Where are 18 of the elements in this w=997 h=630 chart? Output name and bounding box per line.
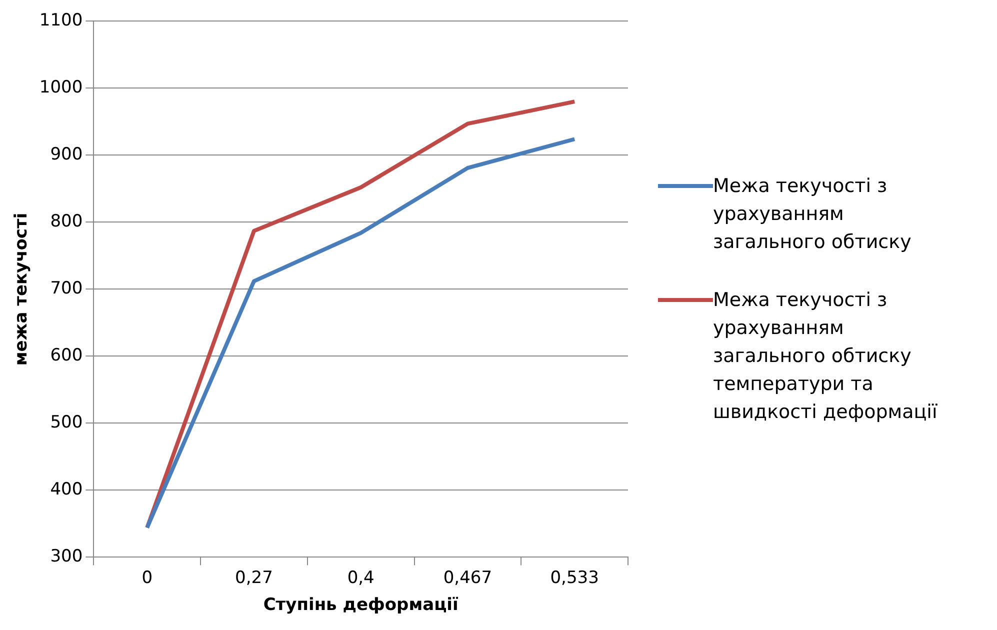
- y-tick-label: 700: [50, 278, 83, 299]
- y-tick-label: 500: [50, 412, 83, 433]
- y-tick-label: 1000: [39, 78, 83, 98]
- y-tick-label: 400: [50, 480, 83, 500]
- x-tick-label: 0: [142, 568, 153, 588]
- legend-label: Межа текучості з урахуванням загального обтиску: [713, 174, 912, 255]
- legend-label: Межа текучості з урахуванням загального обтиску температури та швидкості деформації: [713, 288, 938, 425]
- x-tick-label: 0,467: [443, 568, 492, 588]
- y-tick-label: 600: [50, 346, 83, 366]
- x-tick-label: 0,533: [550, 568, 599, 588]
- y-tick-label: 300: [50, 546, 83, 567]
- y-axis-title: межа текучості: [12, 212, 32, 366]
- y-tick-label: 1100: [39, 10, 83, 31]
- y-tick-label: 800: [50, 212, 83, 232]
- y-tick-label: 900: [50, 144, 83, 165]
- x-tick-label: 0,4: [347, 568, 374, 588]
- x-tick-label: 0,27: [235, 568, 273, 588]
- x-axis-title: Ступінь деформації: [263, 595, 458, 616]
